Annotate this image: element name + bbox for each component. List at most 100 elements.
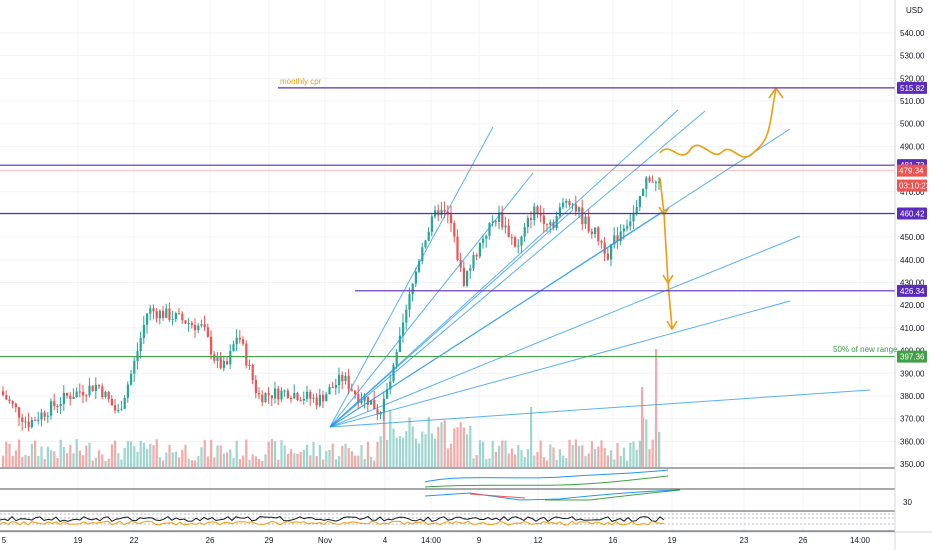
volume-bar xyxy=(482,441,485,467)
volume-bar xyxy=(350,451,353,467)
candle-body xyxy=(341,374,344,382)
candle-body xyxy=(501,212,504,228)
candle-body xyxy=(555,216,558,228)
candle-body xyxy=(654,182,657,184)
volume-bar xyxy=(402,437,405,467)
candle-body xyxy=(549,222,552,225)
volume-bar xyxy=(440,422,443,467)
volume-bar xyxy=(318,444,321,467)
candle-body xyxy=(91,385,94,392)
candle-body xyxy=(658,181,661,183)
volume-bar xyxy=(152,445,155,467)
volume-bar xyxy=(306,444,309,467)
y-tick-label: 440.00 xyxy=(900,256,925,265)
candle-body xyxy=(146,313,149,325)
volume-bar xyxy=(530,407,533,467)
volume-bar xyxy=(46,446,49,467)
candle-body xyxy=(437,210,440,216)
volume-bar xyxy=(594,449,597,467)
x-tick-label: 26 xyxy=(206,536,215,545)
candle-body xyxy=(542,215,545,224)
volume-bar xyxy=(290,449,293,467)
candle-body xyxy=(21,417,24,422)
candle-body xyxy=(645,177,648,189)
volume-bar xyxy=(539,440,542,467)
volume-bar xyxy=(450,443,453,467)
volume-bar xyxy=(405,431,408,467)
candle-body xyxy=(5,395,8,400)
candle-body xyxy=(597,227,600,242)
candle-body xyxy=(187,323,190,325)
candle-body xyxy=(395,351,398,366)
y-tick-label: 360.00 xyxy=(900,437,925,446)
fan-line xyxy=(329,209,574,428)
candlestick-series xyxy=(2,175,661,432)
candle-body xyxy=(600,241,603,243)
candle-body xyxy=(642,188,645,197)
y-tick-label: 500.00 xyxy=(900,120,925,129)
candle-body xyxy=(517,245,520,247)
price-axis[interactable]: 350.00360.00370.00380.00390.00400.00410.… xyxy=(894,0,931,550)
dmi-line xyxy=(424,469,669,483)
volume-bar xyxy=(133,446,136,467)
volume-bar xyxy=(98,450,101,467)
volume-bar xyxy=(606,455,609,467)
volume-bar xyxy=(641,387,644,467)
candle-body xyxy=(472,254,475,269)
candle-body xyxy=(133,361,136,374)
candle-body xyxy=(88,385,91,396)
volume-bar xyxy=(555,459,558,467)
candle-body xyxy=(53,401,56,407)
rsi-line xyxy=(0,515,665,523)
candle-body xyxy=(302,398,305,401)
volume-bar xyxy=(11,455,14,467)
volume-bar xyxy=(5,441,8,467)
annotation-fifty-percent: 50% of new range xyxy=(833,345,898,354)
volume-bar xyxy=(56,458,59,467)
volume-bar xyxy=(626,460,629,467)
candle-body xyxy=(155,311,158,319)
candle-body xyxy=(110,398,113,406)
volume-bar xyxy=(114,440,117,467)
volume-bar xyxy=(142,442,145,467)
volume-bar xyxy=(504,440,507,467)
volume-bar xyxy=(357,455,360,467)
volume-bar xyxy=(8,443,11,467)
candle-body xyxy=(565,200,568,203)
time-axis[interactable]: 5 19 22 26 29 Nov 4 14:00 9 12 16 19 23 26 14:00 xyxy=(0,531,932,545)
candle-body xyxy=(78,391,81,393)
fan-line xyxy=(329,110,706,428)
volume-bar xyxy=(360,445,363,467)
y-tick-label: 530.00 xyxy=(900,52,925,61)
volume-bar xyxy=(475,455,478,467)
candle-body xyxy=(130,373,133,385)
volume-bar xyxy=(562,455,565,467)
candle-body xyxy=(229,350,232,365)
volume-bar xyxy=(254,456,257,467)
candle-body xyxy=(30,419,33,428)
volume-bar xyxy=(558,449,561,467)
level-price-tag xyxy=(897,284,927,297)
candle-body xyxy=(488,222,491,236)
volume-bar xyxy=(526,449,529,467)
candle-body xyxy=(603,242,606,254)
candle-body xyxy=(638,196,641,208)
candle-body xyxy=(235,337,238,345)
macd-line xyxy=(424,489,681,501)
price-tag xyxy=(897,179,927,192)
candle-body xyxy=(350,389,353,391)
candle-body xyxy=(283,390,286,392)
level-price-label: 397.36 xyxy=(900,353,925,362)
candle-body xyxy=(366,396,369,405)
volume-bar xyxy=(242,455,245,467)
candle-body xyxy=(222,361,225,369)
volume-bar xyxy=(344,443,347,467)
candle-body xyxy=(443,209,446,212)
volume-bar xyxy=(258,458,261,467)
candle-body xyxy=(139,338,142,352)
horizontal-levels xyxy=(0,87,895,358)
fan-line xyxy=(329,389,871,428)
candle-body xyxy=(46,415,49,417)
candle-body xyxy=(293,392,296,399)
